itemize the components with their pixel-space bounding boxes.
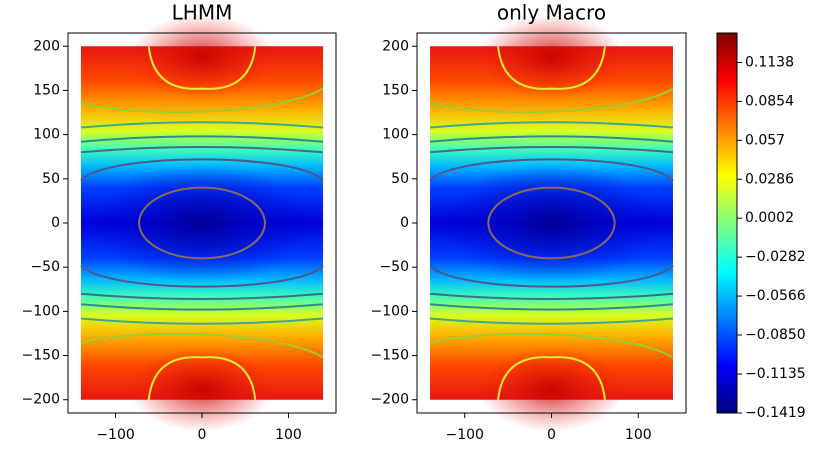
hot-shade bbox=[478, 346, 625, 432]
hot-shade bbox=[129, 346, 275, 432]
hot-shade bbox=[478, 14, 625, 100]
y-tick-label: 50 bbox=[42, 171, 60, 187]
x-tick-label: 100 bbox=[275, 427, 302, 443]
y-tick-label: −200 bbox=[22, 392, 60, 408]
contour-line bbox=[147, 46, 257, 400]
colorbar-tick-label: 0.057 bbox=[745, 132, 785, 148]
contour-line bbox=[487, 186, 616, 260]
y-tick-label: −50 bbox=[30, 259, 60, 275]
y-tick-label: −200 bbox=[371, 392, 409, 408]
contour-line bbox=[429, 121, 674, 325]
contour-lines bbox=[429, 14, 674, 432]
colorbar-tick-label: 0.0854 bbox=[745, 93, 794, 109]
y-tick-label: −100 bbox=[371, 303, 409, 319]
contour-line bbox=[429, 146, 674, 300]
colorbar-tick-label: 0.1138 bbox=[745, 54, 794, 70]
contour-line bbox=[80, 121, 324, 325]
colorbar-tick-label: −0.1135 bbox=[745, 366, 806, 382]
core-shade bbox=[442, 162, 661, 284]
colorbar-tick-label: −0.0566 bbox=[745, 288, 806, 304]
y-tick-label: 150 bbox=[33, 82, 60, 98]
contour-line bbox=[138, 186, 266, 260]
x-tick-label: 0 bbox=[198, 427, 207, 443]
y-tick-label: 150 bbox=[382, 82, 409, 98]
hot-shade bbox=[129, 14, 275, 100]
contour-line bbox=[429, 87, 674, 359]
contour-line bbox=[80, 158, 324, 288]
core-shade bbox=[93, 162, 311, 284]
contour-line bbox=[497, 46, 606, 400]
colorbar-tick-label: 0.0002 bbox=[745, 210, 794, 226]
y-tick-label: 50 bbox=[391, 171, 409, 187]
y-tick-label: 0 bbox=[51, 215, 60, 231]
y-tick-label: 200 bbox=[33, 38, 60, 54]
contour-line bbox=[80, 135, 324, 311]
panel-title: only Macro bbox=[497, 1, 606, 25]
y-tick-label: 200 bbox=[382, 38, 409, 54]
colorbar-tick-label: −0.0850 bbox=[745, 327, 806, 343]
y-tick-label: 100 bbox=[382, 127, 409, 143]
x-tick-label: 100 bbox=[625, 427, 652, 443]
y-tick-label: −100 bbox=[22, 303, 60, 319]
y-tick-label: 0 bbox=[400, 215, 409, 231]
colorbar bbox=[716, 32, 738, 414]
contour-line bbox=[80, 146, 324, 300]
y-tick-label: −150 bbox=[371, 348, 409, 364]
contour-line bbox=[429, 135, 674, 311]
panel-title: LHMM bbox=[172, 1, 233, 25]
x-tick-label: −100 bbox=[96, 427, 134, 443]
x-tick-label: −100 bbox=[445, 427, 483, 443]
y-tick-label: −50 bbox=[379, 259, 409, 275]
y-tick-label: −150 bbox=[22, 348, 60, 364]
colorbar-tick-label: −0.1419 bbox=[745, 405, 806, 421]
x-tick-label: 0 bbox=[547, 427, 556, 443]
colorbar-tick-label: 0.0286 bbox=[745, 171, 794, 187]
y-tick-label: 100 bbox=[33, 127, 60, 143]
contour-line bbox=[429, 158, 674, 288]
colorbar-tick-label: −0.0282 bbox=[745, 249, 806, 265]
contour-line bbox=[80, 87, 324, 359]
contour-lines bbox=[80, 14, 324, 432]
